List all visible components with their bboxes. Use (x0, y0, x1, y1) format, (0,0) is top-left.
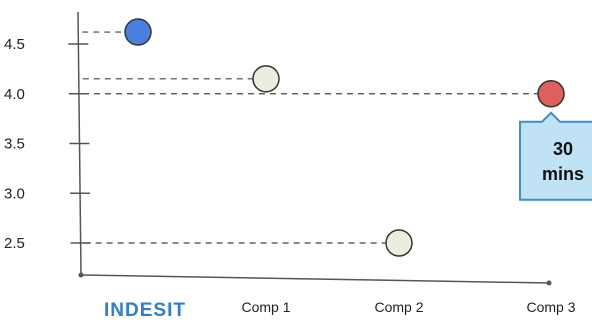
x-axis (80, 274, 550, 284)
y-tick-label: 2.5 (4, 235, 25, 252)
data-point (252, 65, 280, 93)
data-points (124, 18, 565, 257)
y-tick-label: 3.0 (4, 185, 25, 202)
category-label: Comp 3 (526, 299, 575, 315)
axis-origin-dot (78, 272, 84, 278)
callout-value: 30 (553, 139, 573, 159)
data-point (537, 80, 565, 108)
guide-lines (82, 31, 538, 244)
data-point (385, 229, 413, 257)
category-labels: INDESIT Comp 1 Comp 2 Comp 3 (104, 299, 576, 321)
y-tick-label: 3.5 (4, 136, 25, 153)
brand-label: INDESIT (104, 300, 186, 321)
callout: 30 mins (519, 111, 592, 201)
category-label: Comp 1 (241, 299, 290, 315)
y-tick-label: 4.5 (4, 36, 25, 53)
category-label: Comp 2 (374, 299, 423, 315)
data-point (124, 18, 152, 46)
callout-box (519, 111, 592, 201)
y-tick-label: 4.0 (4, 86, 25, 103)
y-ticks: 4.5 4.0 3.5 3.0 2.5 (4, 36, 91, 252)
axis-end-dot (546, 280, 552, 286)
axes (77, 11, 552, 286)
callout-unit: mins (542, 164, 584, 184)
